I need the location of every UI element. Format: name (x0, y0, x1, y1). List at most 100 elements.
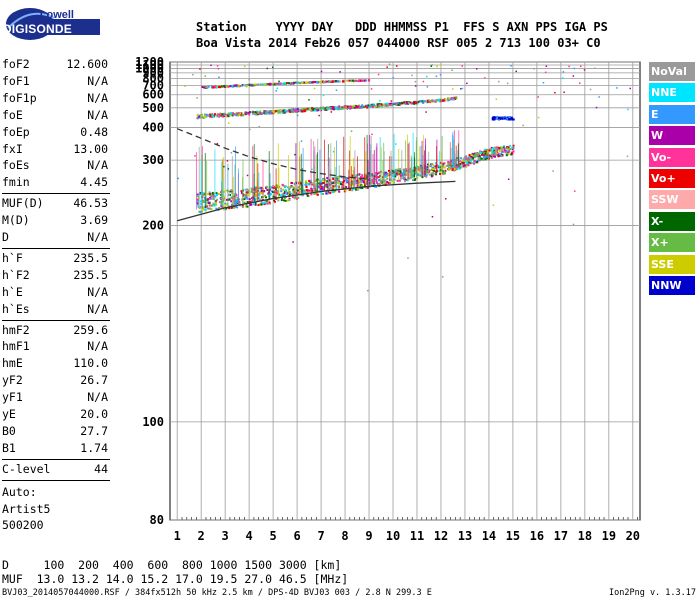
param-value: 235.5 (73, 250, 108, 265)
echo-point (325, 192, 328, 195)
echo-point (256, 113, 259, 116)
echo-point (287, 188, 290, 191)
echo-point (366, 186, 369, 189)
echo-point (501, 150, 504, 153)
echo-point (477, 156, 480, 159)
echo-point (276, 191, 279, 194)
echo-point (440, 165, 443, 167)
echo-point (269, 202, 272, 205)
echo-point (211, 85, 214, 88)
echo-point (325, 180, 328, 182)
echo-point (301, 82, 304, 85)
echo-point (233, 198, 235, 201)
echo-point (466, 162, 469, 164)
echo-point (284, 194, 286, 197)
echo-point (429, 165, 432, 168)
echo-point (235, 194, 238, 197)
echo-point (506, 117, 509, 120)
echo-point (397, 102, 400, 105)
param-value: 46.53 (73, 196, 108, 211)
echo-point (331, 191, 334, 194)
echo-point (208, 191, 211, 194)
noise-point (554, 91, 556, 94)
param-value: 1.74 (80, 440, 108, 455)
echo-point (288, 190, 291, 193)
echo-point (351, 182, 354, 185)
echo-point (314, 188, 317, 191)
echo-point (245, 195, 247, 198)
echo-point (208, 192, 211, 195)
echo-point (283, 199, 285, 202)
echo-point (330, 106, 333, 109)
echo-point (381, 105, 384, 108)
echo-point (412, 179, 415, 182)
noise-point (246, 86, 248, 88)
echo-point (394, 175, 397, 178)
echo-point (359, 178, 362, 181)
param-name: hmF1 (2, 339, 30, 354)
echo-point (479, 150, 481, 153)
echo-point (261, 196, 264, 199)
echo-point (325, 80, 327, 83)
echo-point (417, 174, 420, 177)
echo-point (484, 156, 487, 159)
echo-point (413, 102, 415, 105)
noise-point (326, 80, 328, 83)
echo-point (329, 107, 332, 110)
noise-point (414, 80, 417, 83)
echo-point (361, 184, 364, 187)
echo-point (332, 181, 335, 184)
echo-point (431, 169, 433, 171)
echo-point (404, 171, 406, 174)
echo-point (265, 185, 268, 188)
echo-point (426, 165, 429, 168)
echo-point (341, 106, 344, 109)
echo-point (200, 116, 203, 119)
echo-point (238, 114, 241, 116)
echo-point (464, 155, 467, 158)
echo-point (318, 179, 321, 182)
echo-point (417, 172, 419, 175)
echo-point (372, 103, 375, 106)
echo-point (201, 194, 204, 197)
noise-point (231, 195, 234, 198)
echo-point (475, 153, 478, 156)
echo-point (268, 201, 271, 204)
param-value: 0.48 (80, 124, 108, 139)
echo-point (294, 110, 297, 113)
echo-point (260, 112, 263, 115)
echo-point (313, 192, 316, 195)
echo-point (505, 154, 508, 157)
echo-point (342, 107, 345, 110)
echo-point (230, 206, 233, 209)
echo-point (448, 97, 451, 100)
echo-point (284, 188, 287, 191)
echo-point (487, 157, 490, 160)
echo-point (468, 154, 471, 157)
echo-point (510, 153, 513, 156)
echo-point (273, 83, 276, 86)
echo-point (448, 161, 451, 164)
echo-point (315, 106, 318, 109)
echo-point (280, 194, 283, 197)
echo-point (230, 112, 233, 114)
echo-point (511, 146, 514, 149)
echo-point (257, 197, 260, 200)
echo-point (254, 113, 257, 116)
echo-point (207, 201, 210, 204)
echo-point (203, 196, 206, 199)
echo-point (459, 163, 462, 165)
echo-point (226, 203, 229, 206)
param-name: h`E (2, 284, 23, 299)
echo-point (207, 85, 210, 88)
echo-point (224, 202, 227, 205)
echo-point (432, 168, 435, 170)
echo-point (426, 172, 429, 175)
echo-point (264, 110, 267, 113)
echo-point (338, 190, 341, 193)
x-tick-label: 15 (506, 529, 520, 543)
param-name: MUF(D) (2, 196, 44, 211)
param-separator (2, 458, 110, 460)
echo-point (467, 164, 470, 167)
echo-point (432, 172, 435, 174)
